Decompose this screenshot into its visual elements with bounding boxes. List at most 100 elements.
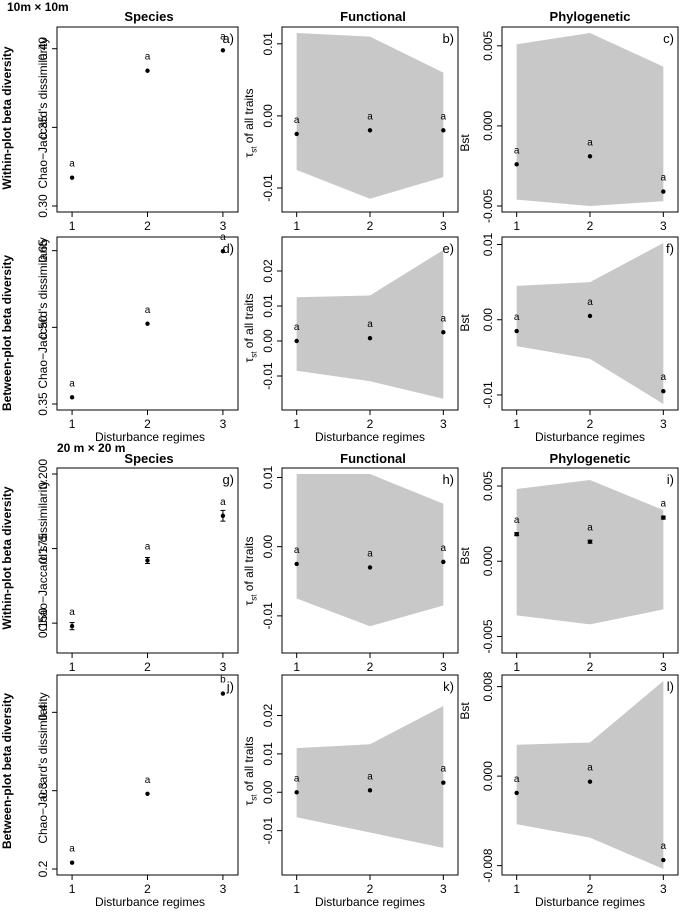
- envelope-k: [296, 705, 444, 848]
- point-label-c-0: a: [514, 145, 520, 156]
- data-point-h-0: [294, 561, 299, 567]
- ytick-label-k-0: -0.01: [261, 817, 275, 845]
- ytick-label-g-0: 0.150: [36, 608, 50, 638]
- data-point-i-0: [514, 531, 519, 537]
- data-point-i-1: [587, 539, 593, 544]
- ytick-label-i-1: 0.000: [481, 546, 495, 576]
- panel-label-l: l): [667, 679, 674, 694]
- col-title-species-bottom: Species: [124, 451, 174, 466]
- panel-label-h: h): [442, 472, 454, 487]
- ytick-label-a-2: 0.40: [36, 37, 50, 61]
- envelope-h: [296, 474, 444, 627]
- xlabel-l: Disturbance regimes: [534, 895, 646, 909]
- ytick-label-d-1: 0.50: [36, 315, 50, 339]
- xtick-label-f-0: 1: [513, 417, 520, 431]
- panel-label-a: a): [222, 31, 234, 46]
- point-label-d-1: a: [145, 305, 151, 316]
- envelope-i: [516, 480, 664, 625]
- panel-label-c: c): [663, 31, 674, 46]
- data-point-a-2: [220, 48, 226, 53]
- point-label-l-2: a: [661, 841, 667, 852]
- point-label-i-1: a: [587, 523, 593, 534]
- xtick-label-f-2: 3: [660, 417, 667, 431]
- data-point-f-0: [514, 328, 519, 334]
- data-point-j-1: [145, 791, 150, 796]
- data-point-h-2: [441, 559, 446, 565]
- xtick-label-j-2: 3: [220, 882, 227, 896]
- xlabel-j: Disturbance regimes: [94, 895, 206, 909]
- point-label-a-1: a: [145, 52, 151, 63]
- ytick-label-b-1: 0.00: [261, 104, 275, 128]
- ytick-label-j-0: 0.2: [36, 860, 50, 877]
- xtick-label-j-1: 2: [144, 882, 151, 896]
- data-point-e-2: [441, 330, 446, 335]
- data-point-g-2: [220, 513, 226, 518]
- xtick-label-j-0: 1: [69, 882, 76, 896]
- point-label-d-0: a: [69, 378, 75, 389]
- xtick-label-d-0: 1: [69, 417, 76, 431]
- col-title-species-top: Species: [124, 9, 174, 24]
- xtick-label-c-0: 1: [513, 219, 520, 233]
- xtick-label-h-1: 2: [367, 660, 374, 674]
- envelope-f: [516, 243, 664, 404]
- section-title-top: 10m × 10m: [7, 0, 69, 14]
- point-label-i-0: a: [514, 515, 520, 526]
- ytick-label-h-0: -0.01: [261, 602, 275, 630]
- point-label-h-2: a: [441, 543, 447, 554]
- ytick-label-i-2: 0.005: [481, 471, 495, 501]
- point-label-k-0: a: [294, 773, 300, 784]
- ytick-label-e-0: -0.01: [261, 362, 275, 390]
- data-point-f-2: [661, 389, 666, 394]
- data-point-a-0: [69, 175, 75, 180]
- ytick-label-a-1: 0.35: [36, 115, 50, 139]
- xtick-label-g-1: 2: [144, 660, 151, 674]
- data-point-k-2: [441, 780, 446, 785]
- ytick-label-c-0: -0.005: [481, 189, 495, 223]
- panel-label-d: d): [222, 241, 234, 256]
- point-label-j-1: a: [145, 775, 151, 786]
- point-label-l-0: a: [514, 774, 520, 785]
- point-label-j-0: a: [69, 844, 75, 855]
- point-label-a-0: a: [69, 159, 75, 170]
- ytick-label-k-1: 0.00: [261, 780, 275, 804]
- data-point-d-2: [220, 248, 226, 254]
- xlabel-k: Disturbance regimes: [314, 895, 426, 909]
- point-label-b-2: a: [441, 111, 447, 122]
- xtick-label-e-0: 1: [293, 417, 300, 431]
- xtick-label-l-2: 3: [660, 882, 667, 896]
- ytick-label-f-0: -0.01: [481, 381, 495, 409]
- point-label-k-1: a: [367, 771, 373, 782]
- panel-label-k: k): [443, 679, 454, 694]
- ytick-label-k-2: 0.01: [261, 742, 275, 766]
- ytick-label-e-3: 0.02: [261, 259, 275, 283]
- ytick-label-f-2: 0.01: [481, 233, 495, 257]
- data-point-f-1: [587, 313, 593, 319]
- col-title-functional-top: Functional: [340, 9, 406, 24]
- data-point-e-1: [367, 336, 373, 341]
- panel-label-j: j): [226, 679, 234, 694]
- envelope-c: [516, 33, 664, 206]
- xtick-label-e-1: 2: [367, 417, 374, 431]
- ytick-label-e-1: 0.00: [261, 329, 275, 353]
- xtick-label-b-1: 2: [367, 219, 374, 233]
- data-point-k-0: [294, 790, 299, 795]
- ytick-label-k-3: 0.02: [261, 704, 275, 728]
- point-label-e-1: a: [367, 319, 373, 330]
- xtick-label-l-1: 2: [587, 882, 594, 896]
- data-point-k-1: [367, 788, 373, 793]
- ytick-label-l-1: 0.000: [481, 761, 495, 791]
- xtick-label-c-1: 2: [587, 219, 594, 233]
- data-point-a-1: [145, 68, 150, 73]
- point-label-d-2: a: [220, 232, 226, 243]
- data-point-c-2: [661, 189, 666, 194]
- ytick-label-e-2: 0.01: [261, 294, 275, 318]
- data-point-i-2: [661, 515, 666, 520]
- ytick-label-c-2: 0.005: [481, 30, 495, 60]
- point-label-h-0: a: [294, 545, 300, 556]
- ytick-label-d-0: 0.35: [36, 392, 50, 416]
- data-point-j-2: [220, 691, 226, 696]
- xtick-label-i-2: 3: [660, 660, 667, 674]
- panel-label-g: g): [222, 472, 234, 487]
- data-point-g-1: [145, 558, 150, 563]
